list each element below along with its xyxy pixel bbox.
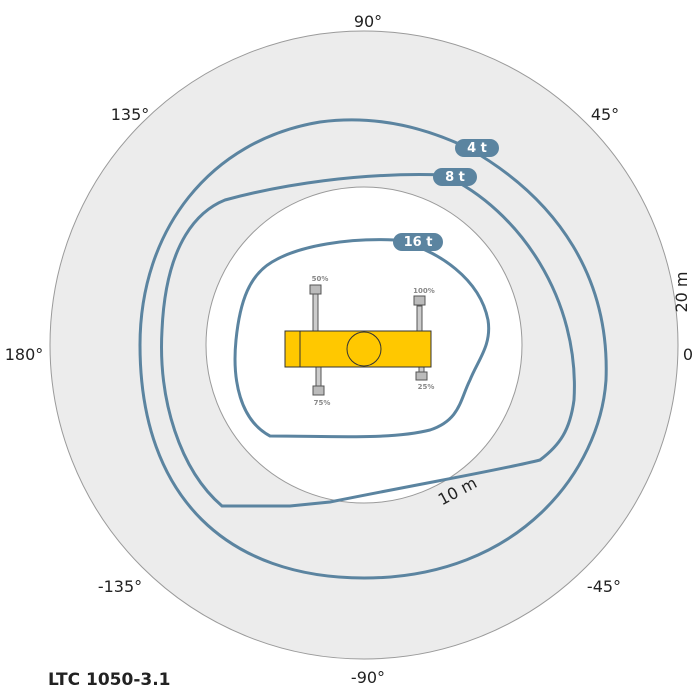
svg-text:16 t: 16 t — [404, 235, 433, 250]
svg-text:4 t: 4 t — [467, 141, 487, 156]
range-label-20m: 20 m — [672, 271, 691, 312]
angle-label-minus-90: -90° — [351, 668, 385, 687]
angle-label-minus-45: -45° — [587, 577, 621, 596]
outrigger-rear-left: 75% — [312, 365, 331, 407]
svg-text:25%: 25% — [418, 383, 435, 391]
model-label: LTC 1050-3.1 — [48, 670, 171, 689]
angle-label-90: 90° — [354, 12, 382, 31]
angle-label-180: 180° — [5, 345, 44, 364]
load-curve-8t — [160, 173, 576, 508]
svg-text:50%: 50% — [312, 275, 329, 283]
svg-text:8 t: 8 t — [445, 170, 465, 185]
angle-label-minus-135: -135° — [98, 577, 142, 596]
badge-4t: 4 t — [455, 139, 499, 157]
angle-label-0: 0 — [683, 345, 693, 364]
svg-text:100%: 100% — [413, 287, 435, 295]
badge-8t: 8 t — [433, 168, 477, 186]
badge-16t: 16 t — [393, 233, 443, 251]
svg-text:75%: 75% — [314, 399, 331, 407]
angle-label-45: 45° — [591, 105, 619, 124]
load-curve-4t — [138, 118, 608, 580]
angle-label-135: 135° — [111, 105, 150, 124]
crane-turntable — [346, 331, 382, 367]
load-curve-16t — [233, 238, 491, 439]
crane-top-view: 50% 100% 75% 25% — [284, 275, 435, 407]
